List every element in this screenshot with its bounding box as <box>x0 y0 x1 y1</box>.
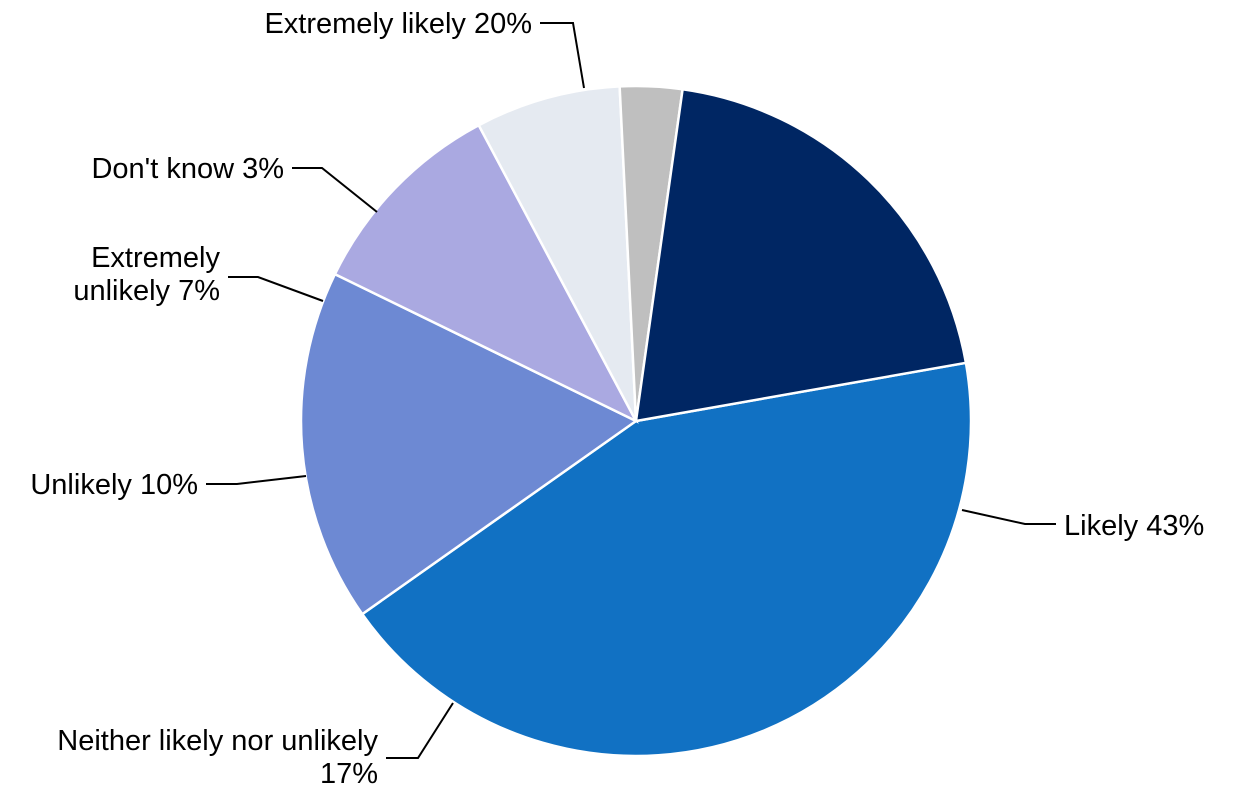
label-line: 17% <box>320 758 378 788</box>
leader-line-likely <box>961 509 1056 525</box>
label-unlikely: Unlikely 10% <box>30 469 198 501</box>
label-line: Extremely likely 20% <box>264 8 532 40</box>
label-line: Don't know 3% <box>91 153 284 185</box>
label-don-t-know: Don't know 3% <box>91 153 284 185</box>
slice-labels: Likely 43% Neither likely nor unlikely 17%… <box>30 8 1204 788</box>
leader-line-don-t-know <box>292 167 378 213</box>
pie-slice-unlikely <box>333 123 639 424</box>
leader-line-neither-likely-nor-unlikely <box>386 702 454 759</box>
leader-lines <box>206 22 1056 759</box>
pie-slices <box>299 84 973 758</box>
leader-line-extremely-likely <box>540 22 585 89</box>
pie-slice-neither-likely-nor-unlikely <box>299 272 639 616</box>
label-extremely-unlikely: Extremely unlikely 7% <box>73 242 220 307</box>
label-line: Neither likely nor unlikely <box>57 725 378 757</box>
leader-line-extremely-unlikely <box>228 276 324 302</box>
pie-slice-likely <box>360 361 973 758</box>
label-extremely-likely: Extremely likely 20% <box>264 8 532 40</box>
leader-line-unlikely <box>206 475 307 485</box>
label-line: Extremely <box>91 242 220 274</box>
label-neither-likely-nor-unlikely: Neither likely nor unlikely 17% <box>57 725 378 788</box>
label-line: Likely 43% <box>1064 510 1204 542</box>
pie-slice-extremely-unlikely <box>477 85 638 422</box>
label-line: unlikely 7% <box>73 275 220 307</box>
pie-slice-extremely-likely <box>634 87 968 423</box>
label-line: Unlikely 10% <box>30 469 198 501</box>
label-likely: Likely 43% <box>1064 510 1204 542</box>
